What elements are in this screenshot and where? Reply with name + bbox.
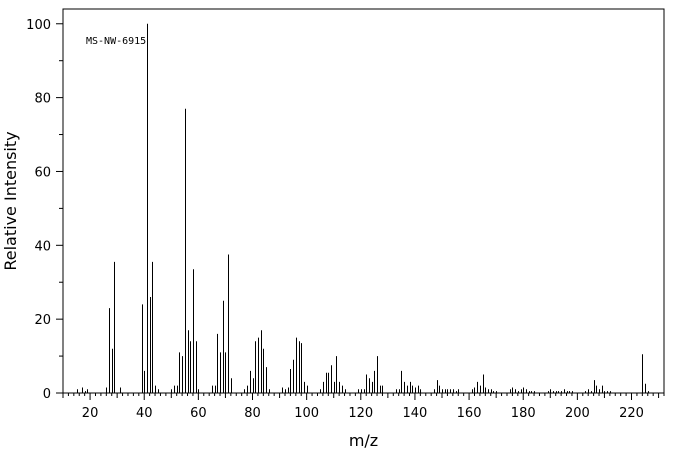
y-tick-label: 0 <box>43 387 51 402</box>
x-tick-label: 80 <box>244 406 261 421</box>
y-tick-label: 60 <box>34 165 51 180</box>
spectrum-peaks <box>77 23 649 393</box>
x-tick-label: 180 <box>511 406 536 421</box>
y-tick-label: 100 <box>26 18 51 33</box>
y-tick-label: 40 <box>34 239 51 254</box>
spectrum-id-annotation: MS-NW-6915 <box>86 36 146 47</box>
x-tick-label: 160 <box>457 406 482 421</box>
y-tick-label: 80 <box>34 92 51 107</box>
x-axis-ticks: 20 40 60 80 100 120 140 160 180 200 220 <box>62 393 665 421</box>
x-tick-label: 220 <box>619 406 644 421</box>
x-tick-label: 20 <box>82 406 99 421</box>
x-tick-label: 100 <box>294 406 319 421</box>
x-tick-label: 120 <box>348 406 373 421</box>
x-axis-title: m/z <box>349 431 378 450</box>
y-axis-ticks: 0 20 40 60 80 100 <box>26 18 63 402</box>
x-tick-label: 200 <box>565 406 590 421</box>
y-axis-title: Relative Intensity <box>1 131 20 270</box>
x-tick-label: 140 <box>403 406 428 421</box>
x-tick-label: 40 <box>136 406 153 421</box>
y-tick-label: 20 <box>34 313 51 328</box>
x-tick-label: 60 <box>190 406 207 421</box>
plot-frame <box>62 8 665 394</box>
